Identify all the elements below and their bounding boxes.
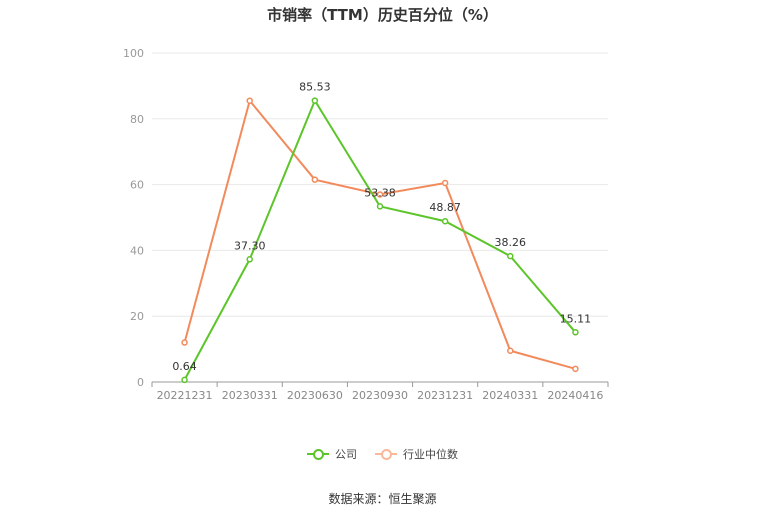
data-point-company: [441, 217, 449, 225]
data-point-company: [572, 329, 579, 336]
grid-lines: [152, 52, 608, 317]
legend-label-company: 公司: [335, 448, 357, 461]
data-point-industry: [181, 339, 188, 346]
chart-title: 市销率（TTM）历史百分位（%）: [267, 6, 498, 24]
data-label-company: 0.64: [172, 360, 197, 373]
y-tick-label: 100: [123, 47, 144, 60]
legend: 公司 行业中位数: [0, 446, 765, 462]
x-tick-label: 20230331: [222, 389, 278, 402]
data-label-company: 48.87: [429, 201, 461, 214]
legend-item-company[interactable]: 公司: [307, 446, 357, 462]
data-point-industry: [246, 97, 253, 104]
legend-marker-company: [307, 448, 329, 460]
data-point-company: [246, 256, 253, 263]
series-line-industry: [183, 98, 576, 370]
data-point-company: [181, 376, 188, 384]
y-tick-label: 0: [137, 376, 144, 389]
y-tick-label: 20: [130, 310, 144, 323]
x-tick-label: 20240416: [547, 389, 603, 402]
legend-marker-industry: [375, 448, 397, 460]
data-label-company: 53.38: [364, 186, 396, 199]
legend-item-industry[interactable]: 行业中位数: [375, 446, 458, 462]
data-label-company: 85.53: [299, 81, 331, 94]
data-source: 数据来源：恒生聚源: [328, 492, 437, 506]
data-point-company: [311, 97, 319, 104]
series-lines: [181, 97, 579, 384]
x-tick-label: 20230630: [287, 389, 343, 402]
data-point-company: [376, 203, 384, 210]
data-point-industry: [507, 347, 514, 354]
y-tick-label: 40: [130, 244, 144, 257]
data-point-industry: [572, 365, 579, 373]
y-tick-label: 60: [130, 179, 144, 192]
data-label-company: 38.26: [495, 236, 527, 249]
y-tick-label: 80: [130, 113, 144, 126]
data-labels: 0.64 37.30 85.53 53.38 48.87 38.26 15.11: [172, 81, 591, 373]
data-label-company: 37.30: [234, 239, 266, 252]
data-point-industry: [441, 179, 449, 187]
data-point-company: [507, 252, 514, 260]
x-tick-label: 20221231: [157, 389, 213, 402]
x-tick-label: 20231231: [417, 389, 473, 402]
x-tick-label: 20230930: [352, 389, 408, 402]
data-point-industry: [376, 191, 384, 198]
data-point-industry: [311, 176, 319, 183]
chart-plot: 0 20 40 60 80 100 20221231 20230331 20230630 2023…: [123, 47, 609, 402]
legend-label-industry: 行业中位数: [403, 448, 458, 461]
x-tick-label: 20240331: [482, 389, 538, 402]
data-label-company: 15.11: [560, 312, 592, 325]
axes: 0 20 40 60 80 100 20221231 20230331 20230630 2023…: [123, 47, 609, 402]
